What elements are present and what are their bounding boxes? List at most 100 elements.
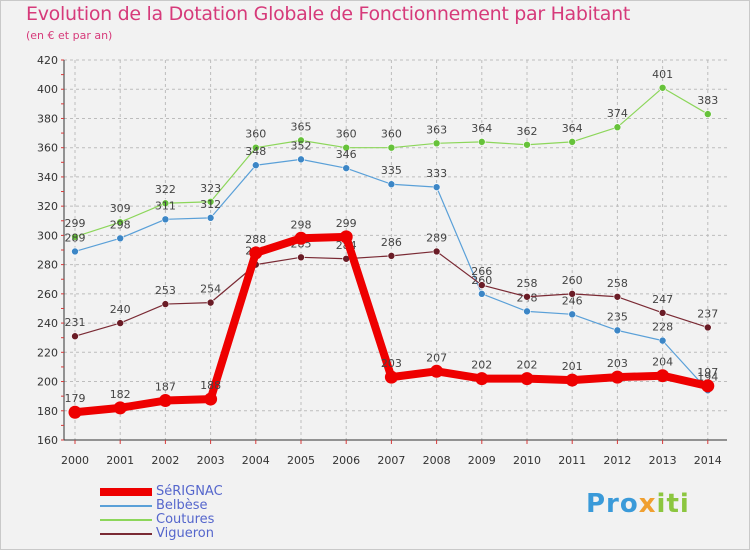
data-point-vigueron bbox=[71, 332, 79, 341]
legend-label-serignac: SéRIGNAC bbox=[156, 484, 223, 499]
legend-label-vigueron: Vigueron bbox=[156, 526, 214, 541]
data-label-coutures: 360 bbox=[381, 128, 402, 141]
data-point-vigueron bbox=[703, 323, 712, 332]
data-point-serignac bbox=[68, 405, 82, 419]
y-tick-label: 420 bbox=[37, 54, 58, 67]
y-tick-label: 240 bbox=[37, 317, 58, 330]
data-point-coutures bbox=[432, 139, 441, 148]
data-point-serignac bbox=[384, 370, 398, 384]
data-label-vigueron: 240 bbox=[110, 303, 131, 316]
data-point-serignac bbox=[656, 369, 670, 383]
legend-item-serignac: SéRIGNAC bbox=[100, 484, 300, 499]
data-point-coutures bbox=[703, 110, 712, 118]
data-label-coutures: 362 bbox=[517, 125, 538, 138]
y-tick-label: 180 bbox=[37, 405, 58, 418]
x-tick-label: 2005 bbox=[287, 454, 315, 467]
data-label-coutures: 365 bbox=[291, 120, 312, 133]
data-label-coutures: 401 bbox=[652, 68, 673, 81]
data-point-serignac bbox=[339, 230, 353, 244]
data-point-belbese bbox=[116, 234, 124, 243]
data-label-belbese: 235 bbox=[607, 310, 628, 323]
data-label-serignac: 187 bbox=[155, 381, 176, 394]
x-tick-label: 2011 bbox=[558, 454, 586, 467]
data-point-vigueron bbox=[523, 292, 531, 301]
data-label-coutures: 363 bbox=[426, 123, 447, 136]
y-tick-label: 400 bbox=[37, 83, 58, 96]
x-tick-label: 2006 bbox=[332, 454, 360, 467]
data-label-vigueron: 247 bbox=[652, 293, 673, 306]
proxiti-logo: Proxiti bbox=[586, 489, 690, 519]
data-point-belbese bbox=[342, 164, 351, 172]
data-label-serignac: 202 bbox=[471, 359, 492, 372]
data-point-serignac bbox=[158, 394, 172, 408]
y-tick-label: 220 bbox=[37, 346, 58, 359]
data-point-vigueron bbox=[477, 281, 486, 289]
legend-item-belbese: Belbèse bbox=[100, 498, 300, 513]
data-label-serignac: 188 bbox=[200, 379, 221, 392]
logo-part-3: iti bbox=[656, 489, 690, 519]
x-tick-label: 2002 bbox=[151, 454, 179, 467]
data-label-vigueron: 260 bbox=[562, 274, 583, 287]
data-label-belbese: 352 bbox=[291, 139, 312, 152]
data-point-belbese bbox=[568, 310, 577, 319]
x-tick-label: 2009 bbox=[468, 454, 496, 467]
data-label-vigueron: 237 bbox=[697, 307, 718, 320]
legend-label-belbese: Belbèse bbox=[156, 498, 208, 513]
y-tick-label: 360 bbox=[37, 142, 58, 155]
y-tick-label: 200 bbox=[37, 376, 58, 389]
x-tick-label: 2010 bbox=[513, 454, 541, 467]
data-label-coutures: 360 bbox=[336, 128, 357, 141]
x-tick-label: 2004 bbox=[242, 454, 270, 467]
legend-swatch-coutures bbox=[100, 519, 152, 521]
data-label-serignac: 203 bbox=[381, 357, 402, 370]
data-point-belbese bbox=[161, 215, 170, 224]
data-label-serignac: 182 bbox=[110, 388, 131, 401]
data-point-coutures bbox=[523, 140, 531, 149]
data-label-belbese: 346 bbox=[336, 148, 357, 161]
x-tick-label: 2001 bbox=[106, 454, 134, 467]
data-label-coutures: 360 bbox=[245, 128, 266, 141]
data-point-vigueron bbox=[116, 319, 124, 327]
y-tick-label: 380 bbox=[37, 112, 58, 125]
legend-label-coutures: Coutures bbox=[156, 512, 215, 527]
data-point-coutures bbox=[658, 83, 667, 92]
data-label-belbese: 348 bbox=[245, 145, 266, 158]
data-label-vigueron: 289 bbox=[426, 231, 447, 244]
data-label-vigueron: 286 bbox=[381, 236, 402, 249]
data-point-belbese bbox=[252, 161, 260, 170]
data-label-vigueron: 254 bbox=[200, 283, 221, 296]
data-label-belbese: 246 bbox=[562, 294, 583, 307]
data-label-belbese: 289 bbox=[65, 231, 86, 244]
data-point-serignac bbox=[701, 379, 715, 393]
legend-item-coutures: Coutures bbox=[100, 512, 300, 527]
data-label-serignac: 299 bbox=[336, 217, 357, 230]
data-point-vigueron bbox=[432, 247, 441, 256]
data-label-serignac: 207 bbox=[426, 351, 447, 364]
data-point-belbese bbox=[432, 183, 441, 191]
data-label-serignac: 203 bbox=[607, 357, 628, 370]
data-point-coutures bbox=[116, 218, 124, 227]
data-label-coutures: 309 bbox=[110, 202, 131, 215]
data-point-coutures bbox=[252, 143, 260, 152]
data-point-vigueron bbox=[161, 300, 170, 308]
data-point-belbese bbox=[297, 155, 305, 164]
legend: SéRIGNAC Belbèse Coutures Vigueron bbox=[100, 484, 300, 541]
data-label-vigueron: 258 bbox=[517, 277, 538, 290]
y-tick-label: 160 bbox=[37, 434, 58, 447]
logo-part-1: Pro bbox=[586, 489, 639, 519]
data-point-coutures bbox=[71, 233, 79, 241]
data-label-serignac: 197 bbox=[697, 366, 718, 379]
data-point-vigueron bbox=[613, 292, 622, 301]
x-tick-label: 2008 bbox=[423, 454, 451, 467]
data-point-serignac bbox=[113, 401, 127, 415]
y-tick-label: 260 bbox=[37, 288, 58, 301]
data-point-belbese bbox=[477, 290, 486, 298]
data-point-coutures bbox=[297, 136, 305, 145]
data-label-vigueron: 231 bbox=[65, 316, 86, 329]
data-label-serignac: 298 bbox=[291, 218, 312, 231]
data-label-coutures: 322 bbox=[155, 183, 176, 196]
data-label-belbese: 228 bbox=[652, 321, 673, 334]
data-point-serignac bbox=[204, 392, 218, 406]
data-point-serignac bbox=[475, 372, 489, 386]
